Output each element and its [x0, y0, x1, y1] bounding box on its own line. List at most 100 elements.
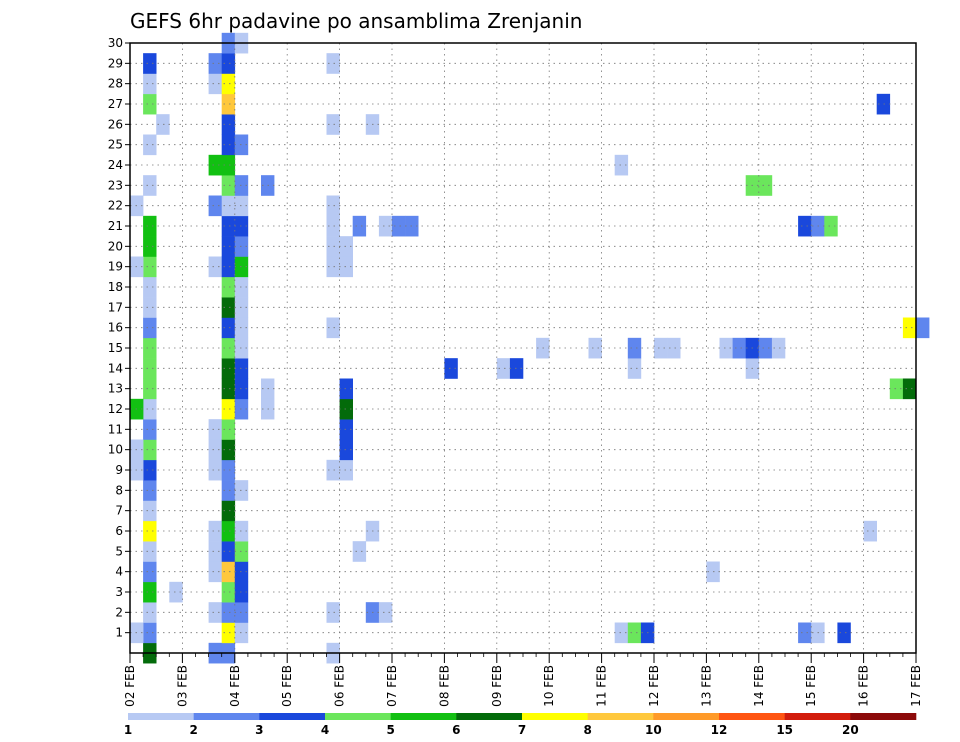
heatmap-cell: [509, 358, 524, 379]
y-tick-label: 23: [108, 178, 123, 192]
heatmap-cell: [392, 215, 406, 237]
heatmap-cell: [208, 520, 222, 542]
y-tick-label: 24: [108, 158, 123, 172]
heatmap-cell: [758, 337, 773, 359]
heatmap-cell: [916, 317, 930, 339]
heatmap-cell: [143, 520, 157, 542]
x-tick-label: 02 FEB: [123, 665, 137, 707]
y-tick-label: 26: [108, 117, 123, 131]
y-tick-label: 9: [115, 463, 123, 477]
heatmap-cell: [627, 337, 642, 359]
heatmap-cell: [339, 459, 353, 481]
heatmap-cell: [143, 317, 157, 339]
heatmap-cell: [208, 53, 222, 74]
heatmap-cell: [627, 622, 642, 644]
heatmap-cell: [208, 602, 222, 623]
x-tick-label: 11 FEB: [595, 665, 609, 707]
heatmap-cell: [143, 398, 157, 420]
x-tick-label: 09 FEB: [490, 665, 504, 707]
colorbar-label: 20: [842, 723, 859, 737]
colorbar-swatch: [456, 713, 523, 720]
y-tick-label: 21: [108, 219, 123, 233]
heatmap-cell: [221, 581, 236, 603]
heatmap-cell: [339, 256, 353, 278]
heatmap-cell: [627, 358, 642, 379]
heatmap-cell: [143, 236, 157, 257]
heatmap-cell: [143, 53, 157, 74]
y-tick-label: 29: [108, 56, 123, 70]
heatmap-cell: [143, 602, 157, 623]
heatmap-cell: [221, 256, 236, 278]
heatmap-cell: [863, 520, 877, 542]
colorbar-swatch: [390, 713, 457, 720]
heatmap-cell: [221, 398, 236, 420]
y-tick-label: 20: [108, 239, 123, 253]
colorbar-label: 12: [711, 723, 728, 737]
heatmap-cell: [143, 93, 157, 115]
x-tick-label: 07 FEB: [385, 665, 399, 707]
heatmap-cell: [143, 622, 157, 644]
heatmap-cell: [902, 317, 917, 339]
y-tick-label: 4: [115, 565, 123, 579]
y-tick-label: 15: [108, 341, 123, 355]
heatmap-cell: [326, 215, 340, 237]
heatmap-cell: [143, 297, 157, 318]
heatmap-cell: [221, 378, 236, 400]
heatmap-cell: [719, 337, 733, 359]
y-tick-label: 6: [115, 524, 123, 538]
heatmap-cell: [326, 459, 340, 481]
colorbar-swatch: [587, 713, 654, 720]
y-tick-label: 5: [115, 544, 123, 558]
colorbar-label: 6: [452, 723, 460, 737]
heatmap-cell: [326, 317, 340, 339]
heatmap-cell: [221, 520, 236, 542]
y-tick-label: 3: [115, 585, 123, 599]
y-tick-label: 30: [108, 36, 123, 50]
heatmap-cell: [143, 419, 157, 440]
y-tick-label: 1: [115, 626, 123, 640]
colorbar-swatch: [850, 713, 917, 720]
x-tick-label: 10 FEB: [542, 665, 556, 707]
heatmap-cell: [771, 337, 786, 359]
y-tick-label: 19: [108, 260, 123, 274]
heatmap-cell: [378, 215, 393, 237]
heatmap-cell: [798, 622, 812, 644]
heatmap-cell: [339, 419, 353, 440]
colorbar-label: 8: [583, 723, 591, 737]
y-tick-label: 22: [108, 199, 123, 213]
heatmap-cell: [221, 175, 236, 196]
colorbar-label: 5: [386, 723, 394, 737]
heatmap-cell: [208, 73, 222, 95]
heatmap-cell: [143, 480, 157, 501]
heatmap-cell: [221, 358, 236, 379]
heatmap-cell: [221, 439, 236, 461]
y-tick-label: 13: [108, 382, 123, 396]
colorbar-swatch: [259, 713, 326, 720]
heatmap-cell: [143, 276, 157, 298]
heatmap-cell: [143, 73, 157, 95]
y-tick-label: 25: [108, 138, 123, 152]
heatmap-cell: [143, 541, 157, 562]
grid-lines: [130, 42, 916, 653]
colorbar-swatch: [325, 713, 391, 720]
heatmap-cell: [588, 337, 602, 359]
chart-title: GEFS 6hr padavine po ansamblima Zrenjani…: [130, 9, 582, 33]
colorbar-swatch: [784, 713, 851, 720]
heatmap-cell: [143, 459, 157, 481]
heatmap-cell: [326, 195, 340, 217]
heatmap-cell: [876, 93, 891, 115]
heatmap-cell: [221, 459, 236, 481]
heatmap-cell: [614, 622, 629, 644]
colorbar-label: 3: [255, 723, 263, 737]
heatmap-cell: [221, 236, 236, 257]
y-tick-label: 7: [115, 504, 123, 518]
x-axis: 02 FEB 03 FEB 04 FEB 05 FEB 06 FEB 07 FEB 08 F…: [123, 653, 923, 707]
heatmap-cell: [221, 134, 236, 156]
heatmap-cell: [221, 297, 236, 318]
x-tick-label: 05 FEB: [280, 665, 294, 707]
heatmap-cell: [326, 236, 340, 257]
colorbar-swatch: [128, 713, 194, 720]
y-tick-label: 12: [108, 402, 123, 416]
heatmap-cell: [143, 215, 157, 237]
y-tick-label: 27: [108, 97, 123, 111]
